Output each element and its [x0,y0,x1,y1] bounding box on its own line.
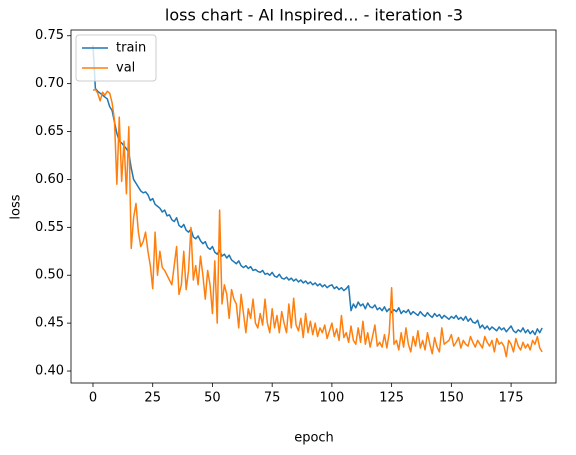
x-tick-label: 75 [264,391,281,406]
y-axis-label: loss [9,194,24,219]
x-tick-label: 100 [319,391,344,406]
y-tick-label: 0.70 [35,76,64,91]
x-tick-label: 0 [89,391,97,406]
x-tick-label: 50 [204,391,221,406]
legend-label: train [116,41,146,56]
y-tick-label: 0.45 [35,316,64,331]
legend-label: val [116,61,135,76]
y-tick-label: 0.60 [35,172,64,187]
series-line [92,45,543,336]
x-axis-label: epoch [294,431,334,446]
y-tick-label: 0.75 [35,28,64,43]
chart-title: loss chart - AI Inspired... - iteration … [165,6,463,25]
y-tick-label: 0.65 [35,124,64,139]
legend-box [75,34,157,82]
y-tick-label: 0.50 [35,268,64,283]
series-line [92,88,543,358]
plot-frame [70,29,557,384]
y-tick-label: 0.40 [35,364,64,379]
x-tick-label: 150 [439,391,464,406]
x-tick-label: 25 [144,391,161,406]
y-tick-label: 0.55 [35,220,64,235]
x-tick-label: 175 [499,391,524,406]
x-tick-label: 125 [379,391,404,406]
